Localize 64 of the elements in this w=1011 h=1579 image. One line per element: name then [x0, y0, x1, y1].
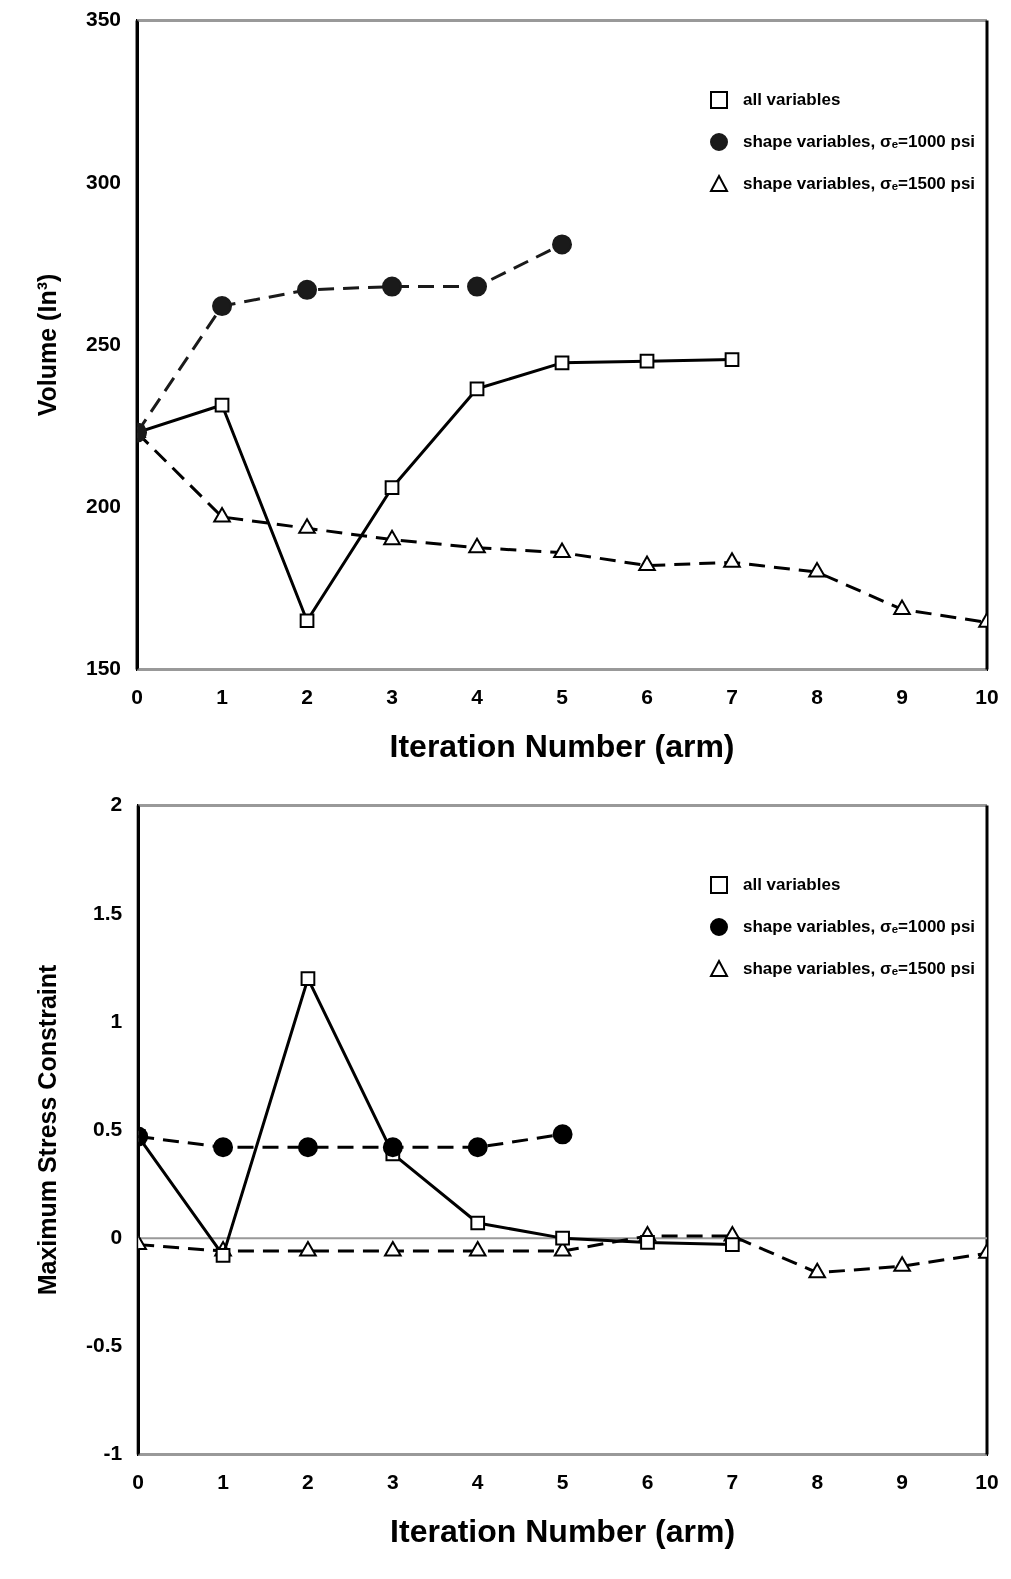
y-tick-label: -1	[103, 1441, 123, 1465]
x-tick-label: 3	[386, 1469, 399, 1493]
point	[552, 234, 573, 255]
x-tick-label: 5	[556, 684, 569, 708]
x-tick-label: 9	[896, 1469, 908, 1493]
x-tick-label: 1	[216, 684, 229, 708]
point	[723, 552, 741, 568]
point	[297, 279, 318, 300]
y-tick-label: 200	[85, 494, 122, 517]
point	[554, 355, 570, 371]
legend-label: shape variables, σₑ=1000 psi	[743, 916, 976, 937]
y-axis-title: Volume (In³)	[32, 273, 61, 417]
legend-label: shape variables, σₑ=1500 psi	[743, 173, 976, 194]
y-tick-label: 2	[110, 792, 123, 816]
point	[382, 276, 403, 297]
x-tick-label: 8	[811, 684, 824, 708]
y-tick-label: 250	[85, 331, 122, 355]
x-tick-label: 4	[471, 684, 484, 708]
point	[724, 352, 740, 367]
point	[553, 542, 571, 559]
point	[298, 518, 316, 534]
legend-label: shape variables, σₑ=1000 psi	[743, 131, 976, 152]
x-axis-title: Iteration Number (arm)	[389, 727, 735, 764]
x-tick-label: 7	[726, 1469, 739, 1493]
legend-label: shape variables, σₑ=1500 psi	[743, 958, 976, 979]
point	[893, 599, 911, 615]
x-tick-label: 3	[386, 684, 398, 708]
point	[212, 296, 233, 317]
x-tick-label: 1	[217, 1469, 230, 1493]
y-tick-label: 1	[110, 1008, 123, 1032]
point	[467, 276, 488, 297]
x-axis-title: Iteration Number (arm)	[390, 1512, 736, 1549]
point	[468, 537, 486, 554]
x-tick-label: 2	[302, 1469, 314, 1493]
x-tick-label: 7	[726, 684, 738, 708]
point	[213, 506, 231, 523]
x-tick-label: 9	[896, 684, 908, 708]
x-tick-label: 8	[811, 1469, 824, 1493]
legend-label: all variables	[743, 874, 841, 895]
y-tick-label: 150	[85, 656, 122, 680]
y-tick-label: 350	[85, 7, 122, 31]
legend-label: all variables	[743, 89, 841, 110]
x-tick-label: 5	[556, 1469, 569, 1493]
x-tick-label: 0	[131, 684, 143, 708]
x-tick-label: 4	[471, 1469, 484, 1493]
y-tick-label: 0	[110, 1224, 123, 1248]
x-tick-label: 10	[975, 1469, 999, 1493]
y-tick-label: 0.5	[92, 1116, 123, 1140]
point	[639, 353, 655, 369]
y-tick-label: 1.5	[92, 900, 123, 924]
y-tick-label: -0.5	[86, 1333, 123, 1357]
point	[638, 555, 656, 572]
point	[384, 480, 400, 496]
point	[214, 397, 230, 413]
x-tick-label: 6	[641, 1469, 654, 1493]
point	[383, 529, 401, 546]
x-tick-label: 0	[132, 1469, 145, 1493]
y-tick-label: 300	[85, 169, 122, 193]
point	[808, 562, 826, 578]
x-tick-label: 10	[975, 684, 999, 708]
y-axis-title: Maximum Stress Constraint	[32, 964, 61, 1296]
x-tick-label: 2	[301, 684, 313, 708]
x-tick-label: 6	[641, 684, 653, 708]
point	[469, 381, 485, 397]
